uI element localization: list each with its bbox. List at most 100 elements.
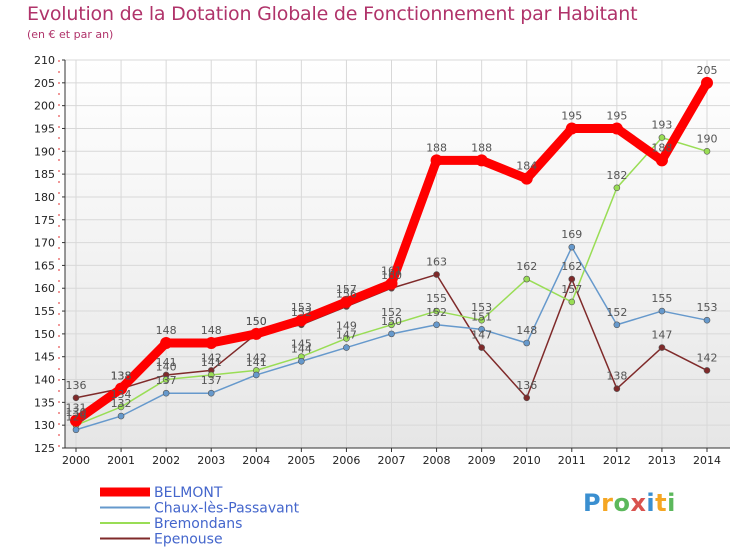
- data-label: 150: [246, 315, 267, 328]
- data-label: 205: [697, 64, 718, 77]
- y-tick-label: 210: [34, 54, 55, 67]
- data-label: 142: [697, 351, 718, 364]
- data-point: [340, 295, 353, 308]
- data-label: 153: [291, 301, 312, 314]
- data-label: 152: [606, 306, 627, 319]
- y-tick-label: 165: [34, 259, 55, 272]
- data-label: 157: [336, 283, 357, 296]
- data-point: [162, 389, 170, 397]
- data-point: [430, 154, 443, 167]
- y-tick-label: 125: [34, 442, 55, 455]
- data-point: [701, 76, 713, 89]
- logo-letter: t: [655, 489, 668, 517]
- data-point: [475, 154, 488, 167]
- y-tick-label: 140: [34, 374, 55, 387]
- y-tick-label: 150: [34, 328, 55, 341]
- data-label: 145: [291, 338, 312, 351]
- data-point: [478, 316, 485, 324]
- x-tick-label: 2014: [693, 454, 721, 467]
- x-tick-label: 2006: [332, 454, 360, 467]
- data-label: 155: [651, 292, 672, 305]
- data-point: [703, 316, 711, 324]
- x-tick-label: 2012: [603, 454, 631, 467]
- data-label: 149: [336, 319, 357, 332]
- data-label: 148: [516, 324, 537, 337]
- chart-subtitle: (en € et par an): [27, 28, 114, 41]
- data-label: 195: [561, 109, 582, 122]
- data-label: 144: [291, 342, 312, 355]
- data-point: [72, 394, 80, 402]
- data-label: 152: [426, 306, 447, 319]
- data-label: 188: [651, 141, 672, 154]
- data-point: [388, 321, 395, 329]
- data-point: [385, 277, 398, 290]
- data-label: 138: [606, 370, 627, 383]
- data-point: [298, 357, 305, 365]
- x-tick-label: 2002: [152, 454, 180, 467]
- data-point: [703, 367, 711, 374]
- data-label: 140: [156, 361, 177, 374]
- y-tick-label: 160: [34, 282, 55, 295]
- data-label: 132: [111, 397, 132, 410]
- data-point: [658, 134, 666, 141]
- data-label: 137: [201, 374, 222, 387]
- data-label: 182: [606, 169, 627, 182]
- data-point: [523, 394, 531, 402]
- y-tick-label: 180: [34, 191, 55, 204]
- x-tick-label: 2009: [468, 454, 496, 467]
- data-point: [520, 172, 533, 185]
- data-label: 193: [651, 119, 672, 132]
- data-label: 152: [291, 306, 312, 319]
- data-label: 138: [111, 370, 132, 383]
- data-point: [115, 382, 128, 395]
- x-tick-label: 2001: [107, 454, 135, 467]
- data-label: 141: [246, 356, 267, 369]
- data-point: [72, 426, 80, 434]
- logo-letter: r: [601, 489, 614, 517]
- x-tick-label: 2005: [287, 454, 315, 467]
- data-label: 184: [516, 160, 537, 173]
- data-point: [433, 271, 440, 278]
- data-label: 188: [471, 141, 492, 154]
- data-point: [658, 307, 666, 315]
- data-point: [568, 275, 576, 283]
- y-tick-label: 190: [34, 145, 55, 158]
- data-point: [613, 385, 621, 392]
- data-label: 157: [561, 283, 582, 296]
- y-tick-label: 155: [34, 305, 55, 318]
- data-point: [565, 122, 578, 135]
- data-point: [478, 326, 485, 333]
- x-tick-label: 2010: [513, 454, 541, 467]
- data-label: 136: [66, 379, 87, 392]
- y-tick-label: 170: [34, 237, 55, 250]
- data-label: 148: [156, 324, 177, 337]
- data-label: 190: [697, 132, 718, 145]
- data-point: [478, 344, 485, 351]
- x-tick-label: 2007: [378, 454, 406, 467]
- data-point: [613, 321, 621, 329]
- data-label: 169: [561, 228, 582, 241]
- logo-letter: o: [613, 489, 631, 517]
- data-label: 141: [156, 356, 177, 369]
- data-label: 188: [426, 141, 447, 154]
- x-tick-label: 2008: [423, 454, 451, 467]
- data-label: 142: [246, 351, 267, 364]
- data-point: [252, 371, 260, 379]
- data-label: 138: [111, 370, 132, 383]
- data-point: [343, 344, 350, 351]
- data-point: [70, 414, 82, 427]
- data-point: [655, 154, 668, 167]
- data-label: 147: [471, 329, 492, 342]
- data-point: [613, 184, 621, 192]
- logo-letter: i: [646, 489, 656, 517]
- data-label: 148: [201, 324, 222, 337]
- data-point: [160, 337, 173, 350]
- x-tick-label: 2013: [648, 454, 676, 467]
- data-label: 160: [381, 269, 402, 282]
- data-point: [117, 412, 125, 420]
- data-point: [162, 376, 170, 383]
- data-label: 142: [201, 351, 222, 364]
- data-label: 136: [516, 379, 537, 392]
- data-label: 153: [471, 301, 492, 314]
